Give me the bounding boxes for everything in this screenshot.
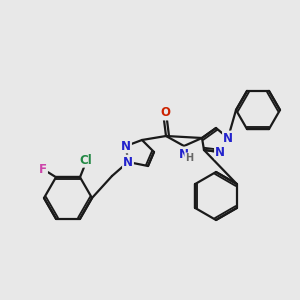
Text: N: N xyxy=(223,131,233,145)
Text: N: N xyxy=(215,146,225,158)
Text: N: N xyxy=(179,148,189,160)
Text: F: F xyxy=(39,163,47,176)
Text: H: H xyxy=(185,153,193,163)
Text: O: O xyxy=(160,106,170,119)
Text: N: N xyxy=(121,140,131,152)
Text: N: N xyxy=(123,155,133,169)
Text: Cl: Cl xyxy=(80,154,92,167)
